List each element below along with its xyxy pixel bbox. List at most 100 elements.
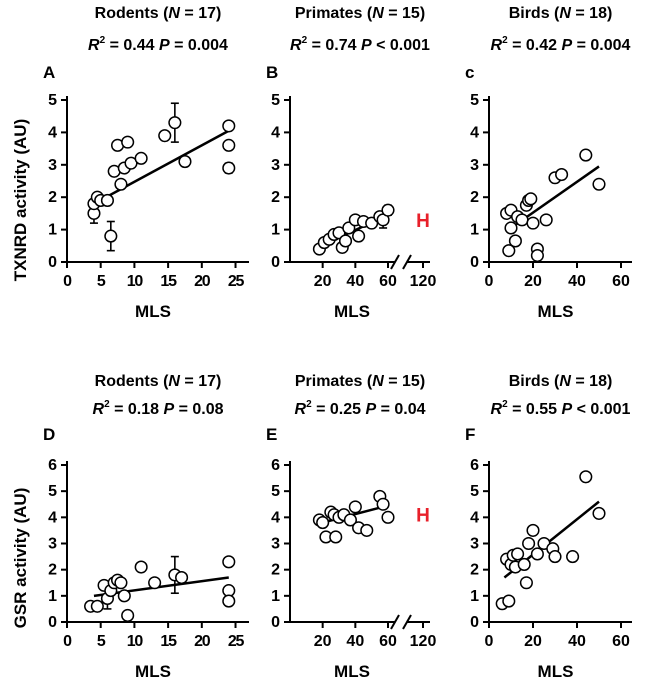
r2-superscript: 2 — [302, 35, 308, 46]
panel-letter: E — [266, 425, 277, 444]
data-point — [524, 192, 538, 206]
data-point — [381, 510, 395, 524]
panel-letter: A — [43, 63, 55, 82]
data-point — [352, 229, 366, 243]
axis-break-mark — [390, 254, 400, 270]
panel-letter: D — [43, 425, 55, 444]
data-point — [222, 555, 236, 569]
p-value: = 0.004 — [572, 37, 630, 54]
data-point — [222, 161, 236, 175]
x-tick-label: 25 — [228, 633, 245, 650]
data-point — [530, 248, 544, 263]
data-point — [579, 470, 593, 484]
x-tick-label: 60 — [379, 633, 397, 650]
data-point — [381, 203, 395, 217]
panel-d: Rodents (N = 17)R2 = 0.18 P = 0.08D01234… — [43, 373, 249, 681]
p-value: = 0.08 — [174, 401, 223, 418]
data-point — [117, 589, 131, 603]
data-point — [222, 138, 236, 152]
panel-stats: R2 = 0.74 P < 0.001 — [290, 35, 430, 54]
group-name: Birds ( — [509, 373, 560, 390]
panel-stats: R2 = 0.25 P = 0.04 — [295, 399, 426, 418]
r2-value: = 0.74 — [307, 37, 361, 54]
y-tick-label: 1 — [470, 222, 479, 239]
y-tick-label: 1 — [48, 222, 57, 239]
panel-letter: F — [465, 425, 475, 444]
r2-superscript: 2 — [104, 399, 110, 410]
data-point — [168, 116, 182, 130]
data-point — [519, 576, 533, 590]
y-tick-label: 5 — [271, 483, 280, 500]
group-name: Primates ( — [295, 373, 373, 390]
x-tick-label: 20 — [194, 633, 211, 650]
r2-superscript: 2 — [502, 35, 508, 46]
x-axis-title: MLS — [538, 302, 574, 321]
y-tick-label: 3 — [271, 157, 280, 174]
y-tick-label: 3 — [271, 536, 280, 553]
panel-f: Birds (N = 18)R2 = 0.55 P < 0.001F012345… — [465, 373, 632, 681]
data-point — [566, 550, 580, 564]
panel-a: Rodents (N = 17)R2 = 0.44 P = 0.004A0123… — [43, 5, 249, 321]
data-point — [511, 547, 525, 561]
data-point — [504, 221, 518, 235]
x-tick-label: 5 — [97, 633, 106, 650]
r2-superscript: 2 — [306, 399, 312, 410]
data-point — [100, 193, 114, 207]
data-point — [592, 177, 606, 191]
y-tick-label: 5 — [470, 92, 479, 109]
x-tick-label: 20 — [314, 273, 332, 290]
y-tick-label: 1 — [271, 222, 280, 239]
x-tick-label: 10 — [127, 633, 144, 650]
p-symbol: P — [365, 401, 376, 418]
y-tick-label: 2 — [271, 189, 280, 206]
r2-value: = 0.44 — [105, 37, 159, 54]
y-tick-label: 0 — [48, 614, 57, 631]
panel-stats: R2 = 0.44 P = 0.004 — [88, 35, 228, 54]
r2-symbol: R — [290, 37, 302, 54]
n-value: = 18) — [571, 5, 612, 22]
r2-superscript: 2 — [100, 35, 106, 46]
y-tick-label: 1 — [48, 588, 57, 605]
data-point — [579, 148, 593, 162]
n-symbol: N — [372, 5, 384, 22]
panel-b: Primates (N = 15)R2 = 0.74 P < 0.001B012… — [266, 5, 436, 321]
x-tick-label: 40 — [568, 273, 586, 290]
ylabel-txnrd: TXNRD activity (AU) — [11, 119, 30, 281]
x-tick-label: 20 — [194, 273, 211, 290]
n-value: = 18) — [571, 373, 612, 390]
p-symbol: P — [562, 37, 573, 54]
data-point — [316, 516, 330, 530]
x-tick-label: 60 — [379, 273, 397, 290]
r2-value: = 0.18 — [110, 401, 164, 418]
panels-group: Rodents (N = 17)R2 = 0.44 P = 0.004A0123… — [43, 5, 632, 681]
x-tick-label: 0 — [485, 633, 494, 650]
p-symbol: P — [562, 401, 573, 418]
y-tick-label: 4 — [271, 509, 280, 526]
r2-superscript: 2 — [502, 399, 508, 410]
axis-break-mark — [390, 614, 400, 630]
panel-group-title: Rodents (N = 17) — [95, 5, 222, 22]
p-value: = 0.004 — [170, 37, 228, 54]
x-tick-label: 40 — [346, 273, 364, 290]
x-tick-label: 25 — [228, 273, 245, 290]
p-symbol: P — [361, 37, 372, 54]
panel-c: Birds (N = 18)R2 = 0.42 P = 0.004c012345… — [465, 5, 632, 321]
x-axis-title: MLS — [135, 302, 171, 321]
data-point — [222, 119, 236, 133]
panel-group-title: Birds (N = 18) — [509, 373, 613, 390]
y-tick-label: 3 — [48, 536, 57, 553]
data-point — [338, 234, 353, 248]
data-point — [90, 599, 104, 613]
data-point — [592, 506, 606, 520]
panel-stats: R2 = 0.55 P < 0.001 — [491, 399, 631, 418]
n-symbol: N — [168, 5, 180, 22]
y-tick-label: 2 — [48, 189, 57, 206]
y-tick-label: 0 — [48, 254, 57, 271]
y-tick-label: 2 — [470, 189, 479, 206]
data-point — [329, 530, 343, 544]
x-tick-label: 60 — [612, 633, 630, 650]
p-symbol: P — [163, 401, 174, 418]
y-tick-label: 2 — [48, 562, 57, 579]
x-tick-label: 120 — [410, 273, 437, 290]
